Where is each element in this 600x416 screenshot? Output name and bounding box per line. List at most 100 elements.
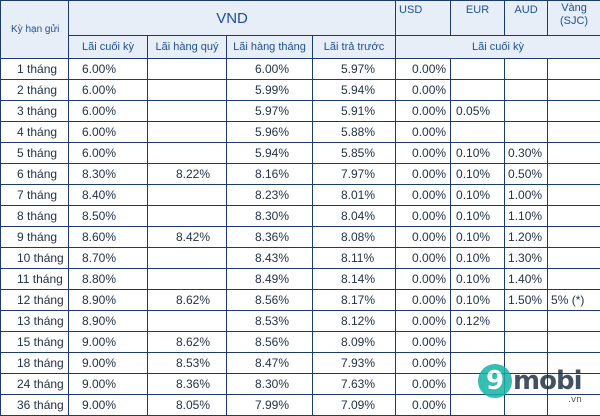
gold-cell xyxy=(548,80,600,101)
usd-cell: 0.00% xyxy=(396,332,451,353)
vnd-monthly-cell: 6.00% xyxy=(227,59,313,80)
term-cell: 12 tháng xyxy=(1,290,69,311)
term-cell: 18 tháng xyxy=(1,353,69,374)
vnd-monthly-cell: 5.97% xyxy=(227,101,313,122)
vnd-end-of-term-cell: 8.50% xyxy=(69,206,148,227)
term-cell: 13 tháng xyxy=(1,311,69,332)
eur-cell: 0.10% xyxy=(451,206,505,227)
vnd-monthly-cell: 8.36% xyxy=(227,227,313,248)
eur-cell: 0.10% xyxy=(451,269,505,290)
aud-cell xyxy=(505,332,548,353)
vnd-quarterly-cell xyxy=(148,122,227,143)
vnd-quarterly-cell xyxy=(148,59,227,80)
gold-cell xyxy=(548,122,600,143)
gold-cell xyxy=(548,311,600,332)
gold-cell xyxy=(548,206,600,227)
vnd-monthly-cell: 5.99% xyxy=(227,80,313,101)
eur-cell: 0.10% xyxy=(451,290,505,311)
vnd-end-of-term-cell: 8.40% xyxy=(69,185,148,206)
usd-cell: 0.00% xyxy=(396,80,451,101)
vnd-col-quarterly: Lãi hàng quý xyxy=(148,36,227,59)
vnd-monthly-cell: 8.23% xyxy=(227,185,313,206)
vnd-quarterly-cell xyxy=(148,248,227,269)
vnd-quarterly-cell: 8.53% xyxy=(148,353,227,374)
eur-cell: 0.10% xyxy=(451,164,505,185)
vnd-quarterly-cell xyxy=(148,80,227,101)
vnd-upfront-cell: 8.17% xyxy=(313,290,396,311)
aud-cell: 1.00% xyxy=(505,185,548,206)
vnd-col-end-of-term: Lãi cuối kỳ xyxy=(69,36,148,59)
vnd-upfront-cell: 5.85% xyxy=(313,143,396,164)
vnd-end-of-term-cell: 8.90% xyxy=(69,311,148,332)
aud-cell: 1.20% xyxy=(505,227,548,248)
vnd-upfront-cell: 7.93% xyxy=(313,353,396,374)
vnd-monthly-cell: 8.16% xyxy=(227,164,313,185)
usd-cell: 0.00% xyxy=(396,143,451,164)
vnd-end-of-term-cell: 8.90% xyxy=(69,290,148,311)
term-cell: 10 tháng xyxy=(1,248,69,269)
vnd-upfront-cell: 8.08% xyxy=(313,227,396,248)
gold-cell: 5% (*) xyxy=(548,290,600,311)
watermark-digit-badge: 9 xyxy=(478,364,512,398)
usd-cell: 0.00% xyxy=(396,374,451,395)
term-cell: 11 tháng xyxy=(1,269,69,290)
aud-header: AUD xyxy=(505,1,548,36)
vnd-end-of-term-cell: 6.00% xyxy=(69,122,148,143)
usd-cell: 0.00% xyxy=(396,101,451,122)
gold-cell xyxy=(548,269,600,290)
usd-cell: 0.00% xyxy=(396,395,451,416)
aud-cell xyxy=(505,311,548,332)
usd-cell: 0.00% xyxy=(396,311,451,332)
vnd-quarterly-cell xyxy=(148,143,227,164)
eur-cell: 0.10% xyxy=(451,143,505,164)
vnd-monthly-cell: 8.53% xyxy=(227,311,313,332)
usd-cell: 0.00% xyxy=(396,59,451,80)
usd-cell: 0.00% xyxy=(396,206,451,227)
gold-header: Vàng (SJC) xyxy=(548,1,600,36)
vnd-monthly-cell: 8.56% xyxy=(227,290,313,311)
site-watermark-logo: 9 mobi .vn xyxy=(478,364,598,408)
usd-header: USD xyxy=(396,1,451,36)
term-cell: 24 tháng xyxy=(1,374,69,395)
aud-cell xyxy=(505,80,548,101)
vnd-upfront-cell: 5.97% xyxy=(313,59,396,80)
vnd-end-of-term-cell: 8.80% xyxy=(69,269,148,290)
vnd-end-of-term-cell: 9.00% xyxy=(69,332,148,353)
vnd-monthly-cell: 8.30% xyxy=(227,206,313,227)
vnd-upfront-cell: 8.04% xyxy=(313,206,396,227)
aud-cell: 0.30% xyxy=(505,143,548,164)
header-row-sub: Lãi cuối kỳ Lãi hàng quý Lãi hàng tháng … xyxy=(1,36,600,59)
vnd-upfront-cell: 8.09% xyxy=(313,332,396,353)
vnd-end-of-term-cell: 9.00% xyxy=(69,353,148,374)
aud-cell xyxy=(505,101,548,122)
usd-cell: 0.00% xyxy=(396,269,451,290)
eur-cell: 0.10% xyxy=(451,227,505,248)
vnd-upfront-cell: 7.63% xyxy=(313,374,396,395)
vnd-upfront-cell: 7.09% xyxy=(313,395,396,416)
gold-cell xyxy=(548,332,600,353)
vnd-end-of-term-cell: 6.00% xyxy=(69,80,148,101)
usd-cell: 0.00% xyxy=(396,227,451,248)
gold-cell xyxy=(548,164,600,185)
aud-cell: 0.50% xyxy=(505,164,548,185)
aud-cell: 1.40% xyxy=(505,269,548,290)
term-header: Kỳ hạn gửi xyxy=(1,1,69,59)
vnd-monthly-cell: 5.94% xyxy=(227,143,313,164)
vnd-quarterly-cell xyxy=(148,101,227,122)
vnd-upfront-cell: 7.97% xyxy=(313,164,396,185)
vnd-monthly-cell: 7.99% xyxy=(227,395,313,416)
term-cell: 36 tháng xyxy=(1,395,69,416)
term-cell: 7 tháng xyxy=(1,185,69,206)
aud-cell xyxy=(505,122,548,143)
foreign-col-end-of-term: Lãi cuối kỳ xyxy=(396,36,600,59)
vnd-col-monthly: Lãi hàng tháng xyxy=(227,36,313,59)
